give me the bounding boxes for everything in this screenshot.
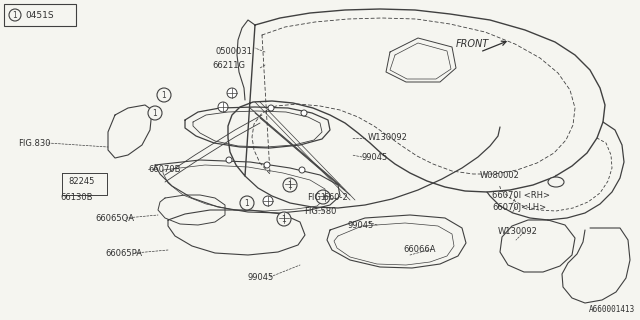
- Circle shape: [218, 102, 228, 112]
- Text: FIG.580: FIG.580: [304, 206, 337, 215]
- Text: 66070B: 66070B: [148, 164, 180, 173]
- Text: 66211G: 66211G: [212, 60, 245, 69]
- Text: 99045: 99045: [362, 153, 388, 162]
- FancyBboxPatch shape: [4, 4, 76, 26]
- Text: W130092: W130092: [498, 228, 538, 236]
- Circle shape: [301, 110, 307, 116]
- Text: 66065QA: 66065QA: [95, 213, 134, 222]
- Circle shape: [263, 196, 273, 206]
- Circle shape: [226, 157, 232, 163]
- Circle shape: [279, 213, 289, 223]
- Text: 66130B: 66130B: [60, 194, 93, 203]
- Text: 66066A: 66066A: [403, 244, 435, 253]
- Text: W130092: W130092: [368, 133, 408, 142]
- Circle shape: [316, 190, 330, 204]
- Ellipse shape: [548, 177, 564, 187]
- Text: 1: 1: [152, 108, 157, 117]
- Circle shape: [299, 167, 305, 173]
- Text: A660001413: A660001413: [589, 305, 635, 314]
- Text: 0500031: 0500031: [215, 47, 252, 57]
- Text: 0451S: 0451S: [25, 11, 54, 20]
- Circle shape: [320, 191, 330, 201]
- Text: 1: 1: [13, 11, 17, 20]
- Circle shape: [227, 88, 237, 98]
- Text: 1: 1: [244, 198, 250, 207]
- Text: 1: 1: [287, 180, 292, 189]
- Text: FIG.830: FIG.830: [18, 139, 51, 148]
- Text: 1: 1: [282, 214, 286, 223]
- Text: 66070J<LH>: 66070J<LH>: [492, 203, 546, 212]
- Text: 1: 1: [321, 193, 325, 202]
- Circle shape: [277, 212, 291, 226]
- Text: FRONT: FRONT: [456, 39, 489, 49]
- Circle shape: [148, 106, 162, 120]
- Text: 1: 1: [162, 91, 166, 100]
- Circle shape: [264, 162, 270, 168]
- Circle shape: [268, 105, 274, 111]
- Text: 99045: 99045: [248, 273, 275, 282]
- Circle shape: [283, 178, 297, 192]
- Text: W080002: W080002: [480, 171, 520, 180]
- Text: 99045: 99045: [348, 220, 374, 229]
- Circle shape: [240, 196, 254, 210]
- Text: FIG.660-2: FIG.660-2: [307, 194, 348, 203]
- Text: 66065PA: 66065PA: [105, 249, 142, 258]
- Circle shape: [157, 88, 171, 102]
- Text: 82245: 82245: [68, 177, 94, 186]
- Circle shape: [9, 9, 21, 21]
- Circle shape: [285, 179, 295, 189]
- Text: 66070I <RH>: 66070I <RH>: [492, 191, 550, 201]
